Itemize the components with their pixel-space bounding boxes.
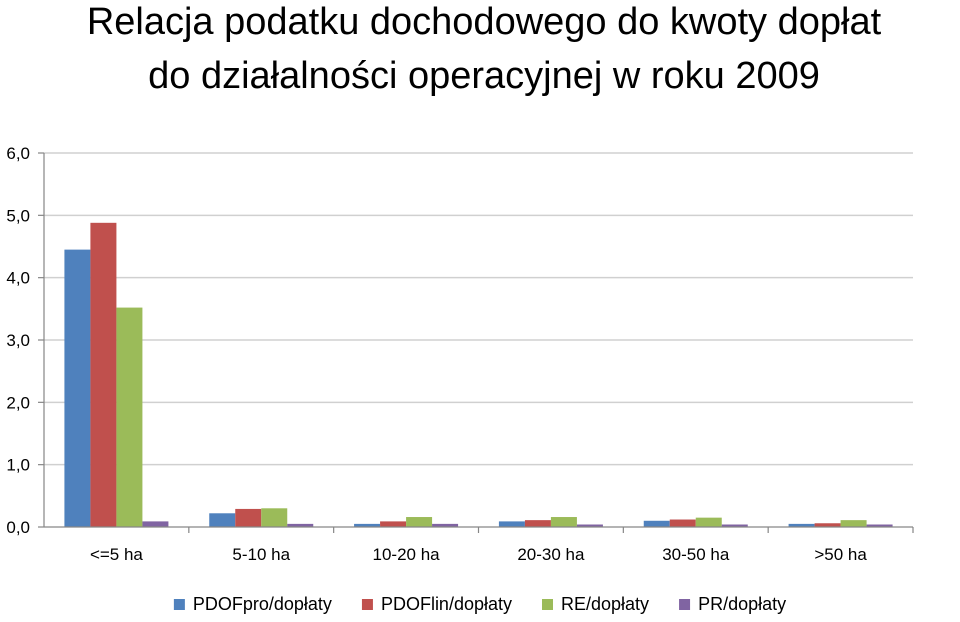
chart-title: Relacja podatku dochodowego do kwoty dop… [87, 1, 882, 97]
bar [524, 520, 551, 527]
bar [116, 307, 143, 527]
y-tick-label: 0,0 [6, 518, 30, 537]
bar [550, 517, 577, 527]
y-tick-label: 6,0 [6, 144, 30, 163]
gridlines [44, 152, 913, 466]
bar [814, 523, 841, 527]
axes [38, 152, 914, 533]
bar [406, 517, 433, 527]
x-tick-label: >50 ha [814, 545, 867, 564]
x-tick-label: 10-20 ha [373, 545, 441, 564]
bar [576, 524, 603, 527]
bar [287, 523, 314, 527]
x-tick-labels: <=5 ha 5-10 ha 10-20 ha 20-30 ha 30-50 ha >50… [90, 545, 867, 564]
bar [261, 508, 288, 527]
legend-swatch [542, 599, 553, 610]
bar [866, 524, 893, 527]
legend-item: PR/dopłaty [679, 594, 786, 614]
bar [380, 521, 407, 527]
x-tick-label: 5-10 ha [232, 545, 290, 564]
bar [64, 249, 91, 527]
y-tick-label: 3,0 [6, 331, 30, 350]
bar [840, 520, 867, 527]
bar [354, 523, 381, 527]
legend-item: RE/dopłaty [542, 594, 649, 614]
chart-title-line-1: Relacja podatku dochodowego do kwoty dop… [87, 1, 882, 43]
bar [498, 521, 525, 527]
bar [643, 520, 670, 527]
legend-label: PR/dopłaty [698, 594, 786, 614]
x-tick-label: 30-50 ha [662, 545, 730, 564]
y-tick-labels: 0,0 1,0 2,0 3,0 4,0 5,0 6,0 [6, 144, 30, 537]
bar [788, 523, 815, 527]
legend-label: PDOFlin/dopłaty [381, 594, 512, 614]
bar [432, 523, 459, 527]
bar [695, 517, 722, 527]
legend-item: PDOFpro/dopłaty [173, 594, 332, 614]
bar [90, 222, 117, 527]
y-tick-label: 5,0 [6, 206, 30, 225]
chart-title-line-2: do działalności operacyjnej w roku 2009 [148, 55, 820, 97]
legend: PDOFpro/dopłaty PDOFlin/dopłaty RE/dopłaty… [173, 594, 786, 614]
y-tick-label: 4,0 [6, 269, 30, 288]
bar [142, 521, 169, 527]
bar [721, 524, 748, 527]
bar [209, 513, 236, 527]
legend-swatch [679, 599, 691, 610]
x-tick-label: 20-30 ha [517, 545, 585, 564]
legend-swatch [173, 599, 185, 610]
legend-item: PDOFlin/dopłaty [361, 594, 512, 614]
bar [669, 519, 696, 527]
legend-label: RE/dopłaty [561, 594, 649, 614]
bar [235, 508, 262, 527]
legend-label: PDOFpro/dopłaty [193, 594, 332, 614]
x-tick-label: <=5 ha [90, 545, 143, 564]
y-tick-label: 1,0 [6, 456, 30, 475]
y-tick-label: 2,0 [6, 393, 30, 412]
legend-swatch [361, 599, 373, 610]
bars [64, 222, 893, 527]
